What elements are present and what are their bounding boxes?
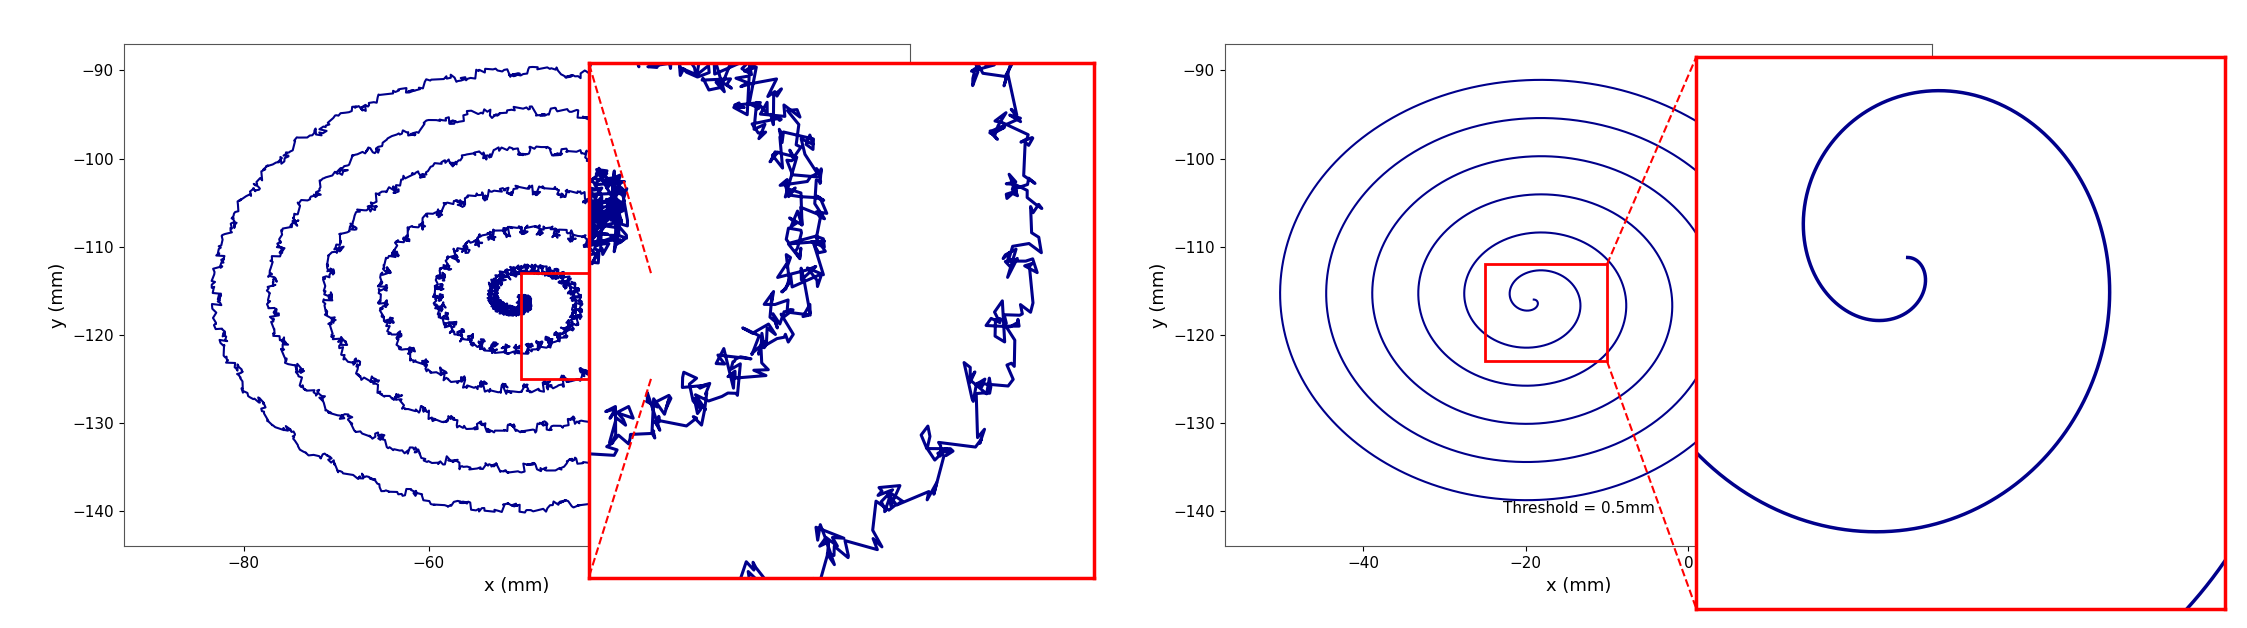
Bar — [521, 273, 652, 379]
Bar — [1485, 264, 1607, 361]
X-axis label: x (mm): x (mm) — [1546, 577, 1611, 595]
X-axis label: x (mm): x (mm) — [483, 577, 551, 595]
Text: (A): (A) — [926, 497, 977, 526]
Text: Threshold = 0.5mm: Threshold = 0.5mm — [1503, 501, 1654, 516]
Text: (B): (B) — [1946, 497, 1998, 526]
Y-axis label: y (mm): y (mm) — [49, 263, 67, 328]
Y-axis label: y (mm): y (mm) — [1150, 263, 1168, 328]
